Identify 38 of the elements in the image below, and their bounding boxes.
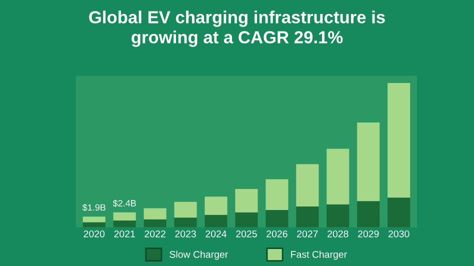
bar: [113, 212, 136, 220]
x-tick-label: 2029: [358, 230, 379, 238]
x-tick-label: 2028: [328, 230, 348, 238]
bar: [113, 220, 136, 228]
bar: [82, 222, 106, 228]
bar: [357, 201, 380, 228]
bar: [326, 204, 350, 228]
bar: [144, 208, 166, 220]
x-tick-label: 2023: [175, 230, 196, 238]
x-tick-label: 2030: [388, 230, 410, 238]
legend-label: Slow Charger: [170, 250, 228, 260]
bar: [204, 214, 228, 228]
bar: [296, 206, 319, 228]
x-tick-label: 2024: [206, 230, 227, 238]
bar: [388, 198, 410, 228]
bar: [82, 216, 106, 222]
bar: [204, 196, 228, 215]
annotation: $1.9B: [82, 204, 106, 212]
annotation: $2.4B: [112, 200, 136, 207]
bar: [296, 164, 319, 206]
bar: [235, 189, 258, 212]
legend-label: Fast Charger: [291, 250, 347, 260]
bar: [388, 83, 410, 198]
bar: [174, 202, 197, 218]
x-tick-label: 2025: [236, 230, 257, 238]
bar: [174, 218, 197, 228]
x-tick-label: 2021: [114, 230, 135, 238]
x-tick-label: 2027: [297, 230, 318, 238]
x-tick-label: 2026: [266, 230, 288, 238]
bar: [144, 219, 166, 228]
bar: [266, 210, 288, 228]
bar: [326, 148, 350, 204]
chart-title: Global EV charging infrastructure is growing at a CAGR 29.1%: [89, 10, 385, 47]
bar: [357, 122, 380, 202]
x-tick-label: 2022: [144, 230, 166, 238]
x-tick-label: 2020: [84, 230, 105, 238]
bar: [235, 212, 258, 228]
bar: [266, 179, 288, 210]
